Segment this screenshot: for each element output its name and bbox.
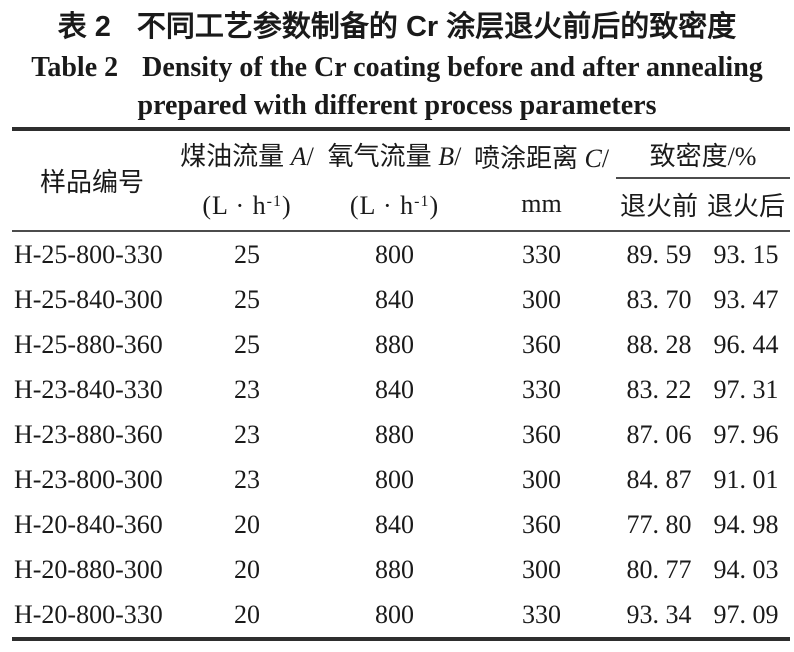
oxygen-flow-cell: 800 (375, 464, 414, 494)
density-before-cell: 83. 22 (626, 374, 692, 404)
kerosene-flow-cell: 20 (234, 554, 260, 584)
header-oxygen-name: 氧气流量 B/ (327, 141, 462, 171)
oxygen-flow-cell: 840 (375, 509, 414, 539)
sample-id-cell: H-20-880-300 (14, 554, 163, 584)
sample-id-cell: H-25-880-360 (14, 329, 163, 359)
density-after-cell: 93. 47 (713, 284, 779, 314)
kerosene-flow-cell: 25 (234, 329, 260, 359)
header-kerosene-unit: (L · h-1) (202, 190, 292, 220)
density-before-cell: 77. 80 (626, 509, 692, 539)
header-before-annealing: 退火前 (616, 178, 702, 232)
header-oxygen-unit: (L · h-1) (349, 190, 440, 220)
caption-zh-text: 不同工艺参数制备的 Cr 涂层退火前后的致密度 (136, 11, 737, 43)
density-after-cell: 93. 15 (713, 239, 779, 269)
table-row: H-23-840-330 23 840 330 83. 22 97. 31 (12, 367, 790, 412)
density-before-cell: 89. 59 (626, 239, 692, 269)
table-row: H-25-840-300 25 840 300 83. 70 93. 47 (12, 277, 790, 322)
table-row: H-20-880-300 20 880 300 80. 77 94. 03 (12, 547, 790, 592)
oxygen-flow-cell: 800 (375, 239, 414, 269)
oxygen-flow-cell: 840 (375, 374, 414, 404)
spray-distance-cell: 360 (522, 329, 561, 359)
header-kerosene-name: 煤油流量 A/ (180, 141, 314, 171)
density-after-cell: 96. 44 (713, 329, 779, 359)
kerosene-flow-cell: 25 (234, 239, 260, 269)
density-after-cell: 97. 31 (713, 374, 779, 404)
table-row: H-23-800-300 23 800 300 84. 87 91. 01 (12, 457, 790, 502)
header-row-2: 退火前 退火后 (12, 178, 791, 232)
density-after-cell: 91. 01 (713, 464, 779, 494)
kerosene-flow-cell: 23 (234, 419, 260, 449)
spray-distance-cell: 360 (522, 419, 561, 449)
sample-id-cell: H-20-840-360 (14, 509, 163, 539)
density-before-cell: 84. 87 (626, 464, 692, 494)
kerosene-flow-cell: 23 (234, 374, 260, 404)
header-density-group: 致密度/% (616, 129, 791, 179)
header-kerosene-flow: 煤油流量 A/ (L · h-1) (172, 129, 322, 232)
sample-id-cell: H-23-840-330 (14, 374, 163, 404)
header-density-group-label: 致密度/% (649, 141, 757, 171)
oxygen-flow-cell: 840 (375, 284, 414, 314)
kerosene-flow-cell: 20 (234, 599, 260, 629)
caption-en-text: Density of the Cr coating before and aft… (142, 52, 763, 83)
header-distance-name: 喷涂距离 C/ (473, 143, 610, 173)
sample-id-cell: H-25-840-300 (14, 284, 163, 314)
density-after-cell: 97. 09 (713, 599, 779, 629)
caption-en-label: Table 2 (31, 52, 119, 83)
header-spray-distance: 喷涂距离 C/ mm (467, 129, 616, 232)
table-header: 样品编号 煤油流量 A/ (L · h-1) 氧气流量 B/ (L · h-1)… (12, 129, 791, 232)
density-before-cell: 93. 34 (626, 599, 692, 629)
sample-id-cell: H-25-800-330 (14, 239, 163, 269)
header-distance-unit: mm (521, 188, 562, 218)
sample-id-cell: H-23-880-360 (14, 419, 163, 449)
table-row: H-23-880-360 23 880 360 87. 06 97. 96 (12, 412, 790, 457)
spray-distance-cell: 300 (522, 464, 561, 494)
density-after-cell: 97. 96 (713, 419, 779, 449)
caption-zh-label: 表 2 (57, 11, 111, 43)
spray-distance-cell: 330 (522, 239, 561, 269)
oxygen-flow-cell: 880 (375, 419, 414, 449)
caption-en-text-cont: prepared with different process paramete… (137, 90, 657, 121)
header-sample: 样品编号 (12, 129, 172, 232)
spray-distance-cell: 300 (522, 284, 561, 314)
kerosene-flow-cell: 20 (234, 509, 260, 539)
kerosene-flow-cell: 23 (234, 464, 260, 494)
header-after-annealing: 退火后 (702, 178, 791, 232)
table-row: H-25-880-360 25 880 360 88. 28 96. 44 (12, 322, 790, 367)
kerosene-flow-cell: 25 (234, 284, 260, 314)
density-after-cell: 94. 03 (713, 554, 779, 584)
table-row: H-20-840-360 20 840 360 77. 80 94. 98 (12, 502, 790, 547)
table-caption-block: 表 2 不同工艺参数制备的 Cr 涂层退火前后的致密度 Table 2 Densit… (0, 0, 794, 125)
density-after-cell: 94. 98 (713, 509, 779, 539)
table-row: H-25-800-330 25 800 330 89. 59 93. 15 (12, 231, 790, 277)
header-sample-label: 样品编号 (39, 168, 144, 197)
sample-id-cell: H-20-800-330 (14, 599, 163, 629)
table-row: H-20-800-330 20 800 330 93. 34 97. 09 (12, 592, 790, 639)
density-before-cell: 87. 06 (626, 419, 692, 449)
oxygen-flow-cell: 800 (375, 599, 414, 629)
spray-distance-cell: 360 (522, 509, 561, 539)
header-row-1: 样品编号 煤油流量 A/ (L · h-1) 氧气流量 B/ (L · h-1)… (12, 129, 791, 232)
density-before-cell: 88. 28 (626, 329, 692, 359)
density-before-cell: 80. 77 (626, 554, 692, 584)
oxygen-flow-cell: 880 (375, 554, 414, 584)
density-before-cell: 83. 70 (626, 284, 692, 314)
density-data-table: 样品编号 煤油流量 A/ (L · h-1) 氧气流量 B/ (L · h-1)… (12, 127, 791, 641)
header-oxygen-flow: 氧气流量 B/ (L · h-1) (322, 129, 467, 232)
oxygen-flow-cell: 880 (375, 329, 414, 359)
spray-distance-cell: 330 (522, 374, 561, 404)
spray-distance-cell: 330 (522, 599, 561, 629)
caption-english-line2: prepared with different process paramete… (0, 87, 794, 125)
spray-distance-cell: 300 (522, 554, 561, 584)
caption-english-line1: Table 2 Density of the Cr coating before … (0, 49, 794, 87)
table-body: H-25-800-330 25 800 330 89. 59 93. 15 H-… (12, 231, 790, 639)
caption-chinese: 表 2 不同工艺参数制备的 Cr 涂层退火前后的致密度 (0, 5, 794, 49)
sample-id-cell: H-23-800-300 (14, 464, 163, 494)
